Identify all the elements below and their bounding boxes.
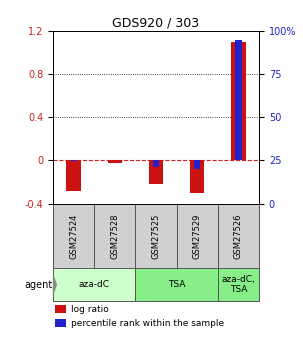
Text: agent: agent (24, 280, 53, 289)
Text: GSM27525: GSM27525 (152, 213, 161, 259)
Text: aza-dC,
TSA: aza-dC, TSA (221, 275, 255, 294)
Bar (218, 268, 259, 301)
Bar (53, 268, 135, 301)
Bar (135, 268, 218, 301)
Polygon shape (53, 276, 56, 293)
Bar (194, 160, 200, 169)
Bar (112, 159, 118, 160)
Text: log ratio: log ratio (71, 305, 108, 314)
Bar (153, 160, 159, 167)
Bar (55, 305, 66, 313)
Bar (177, 204, 218, 268)
Title: GDS920 / 303: GDS920 / 303 (112, 17, 200, 30)
Bar (53, 204, 94, 268)
Text: GSM27526: GSM27526 (234, 213, 243, 259)
Bar (71, 160, 77, 161)
Bar (231, 42, 246, 160)
Text: percentile rank within the sample: percentile rank within the sample (71, 319, 224, 328)
Text: GSM27528: GSM27528 (110, 213, 119, 259)
Bar (190, 160, 205, 193)
Bar (94, 204, 135, 268)
Bar (235, 40, 241, 160)
Text: TSA: TSA (168, 280, 185, 289)
Bar (218, 204, 259, 268)
Text: GSM27524: GSM27524 (69, 213, 78, 259)
Bar (55, 319, 66, 327)
Bar (66, 160, 81, 190)
Text: aza-dC: aza-dC (79, 280, 110, 289)
Text: GSM27529: GSM27529 (193, 213, 202, 259)
Bar (135, 204, 177, 268)
Bar (108, 160, 122, 162)
Bar (149, 160, 163, 184)
